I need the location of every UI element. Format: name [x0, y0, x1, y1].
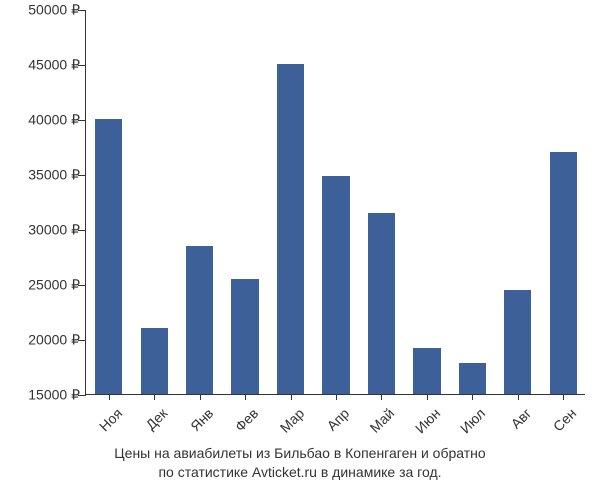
x-tick — [563, 394, 564, 400]
y-axis-label: 45000 ₽ — [28, 57, 80, 74]
bar — [459, 363, 486, 394]
bar — [504, 290, 531, 395]
y-axis-label: 15000 ₽ — [28, 387, 80, 404]
chart-caption: Цены на авиабилеты из Бильбао в Копенгаг… — [0, 444, 600, 482]
bar — [413, 348, 440, 394]
x-tick — [200, 394, 201, 400]
x-tick — [381, 394, 382, 400]
x-tick — [472, 394, 473, 400]
x-axis-label: Май — [361, 405, 398, 442]
x-tick — [154, 394, 155, 400]
price-chart — [85, 10, 585, 395]
bar — [186, 246, 213, 395]
bar — [231, 279, 258, 395]
x-axis-label: Авг — [497, 405, 534, 442]
y-axis-label: 25000 ₽ — [28, 277, 80, 294]
y-axis-label: 35000 ₽ — [28, 167, 80, 184]
bar — [550, 152, 577, 394]
y-axis-label: 40000 ₽ — [28, 112, 80, 129]
x-axis-label: Июн — [406, 405, 443, 442]
x-tick — [245, 394, 246, 400]
y-axis-label: 50000 ₽ — [28, 2, 80, 19]
x-axis-label: Фев — [225, 405, 262, 442]
bar — [368, 213, 395, 395]
y-axis-label: 30000 ₽ — [28, 222, 80, 239]
x-axis-label: Янв — [179, 405, 216, 442]
x-axis-label: Апр — [316, 405, 353, 442]
bar — [277, 64, 304, 394]
x-tick — [291, 394, 292, 400]
bar — [322, 176, 349, 394]
bar — [141, 328, 168, 394]
x-tick — [518, 394, 519, 400]
x-tick — [109, 394, 110, 400]
x-tick — [336, 394, 337, 400]
bar — [95, 119, 122, 394]
y-axis-label: 20000 ₽ — [28, 332, 80, 349]
x-tick — [427, 394, 428, 400]
x-axis-label: Дек — [134, 405, 171, 442]
plot-area — [85, 10, 585, 395]
caption-line2: по статистике Avticket.ru в динамике за … — [0, 463, 600, 482]
x-axis-label: Июл — [452, 405, 489, 442]
x-axis-label: Сен — [543, 405, 580, 442]
x-axis-label: Ноя — [88, 405, 125, 442]
x-axis-label: Мар — [270, 405, 307, 442]
caption-line1: Цены на авиабилеты из Бильбао в Копенгаг… — [0, 444, 600, 463]
